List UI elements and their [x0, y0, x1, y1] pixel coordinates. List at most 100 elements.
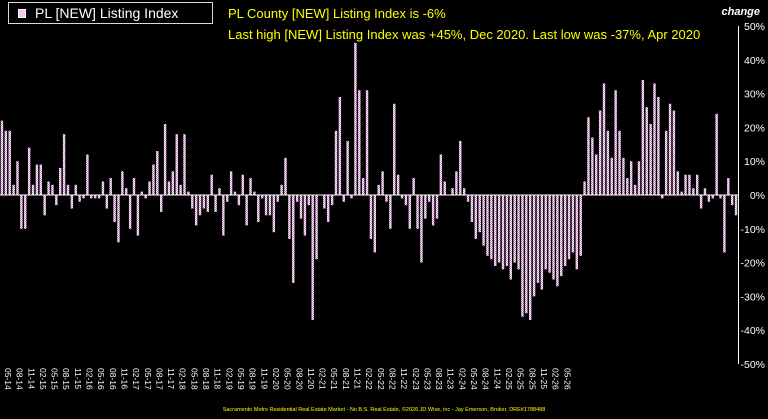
bar [474, 195, 478, 239]
bar [501, 195, 505, 270]
bar [719, 195, 722, 199]
bar [268, 195, 272, 216]
y-tick-label: 10% [744, 156, 765, 168]
x-tick-label: 08-17 [154, 368, 164, 390]
bar [159, 195, 163, 212]
axes-layer: 50% 40% 30% 20% 10% 0% -10% -20% -30% -40% -50% 05-… [0, 21, 765, 390]
bar [513, 195, 516, 263]
bar [288, 195, 291, 239]
bar [307, 195, 310, 206]
x-tick-label: 05-26 [562, 368, 572, 390]
bar [703, 188, 707, 195]
bar [226, 195, 229, 202]
bar [132, 178, 136, 195]
x-tick-label: 05-17 [143, 368, 153, 390]
x-tick-label: 05-25 [516, 368, 526, 390]
x-tick-label: 05-15 [50, 368, 60, 390]
bar [707, 195, 711, 202]
x-tick-label: 11-14 [26, 368, 36, 389]
bar [696, 174, 699, 195]
bar [350, 195, 353, 199]
bar [629, 161, 633, 195]
bar [78, 195, 81, 202]
bar [191, 195, 194, 209]
bar [672, 110, 676, 195]
bar [12, 184, 15, 195]
bar [303, 195, 307, 236]
bar [361, 178, 365, 195]
bar [734, 195, 738, 216]
bar [486, 195, 489, 256]
bar [198, 195, 202, 216]
x-tick-label: 02-17 [131, 368, 141, 390]
bar [24, 195, 27, 229]
bar [365, 90, 369, 195]
bar [699, 195, 703, 209]
bar [618, 130, 621, 195]
bar [389, 195, 392, 229]
x-tick-label: 02-22 [364, 368, 374, 390]
bar [420, 195, 423, 263]
x-tick-label: 11-23 [446, 368, 456, 389]
legend-swatch-icon [18, 9, 26, 18]
bar [27, 147, 31, 195]
bar [358, 90, 361, 195]
bar [354, 42, 357, 196]
x-tick-label: 08-25 [527, 368, 537, 390]
x-tick-label: 05-23 [422, 368, 432, 390]
bar [727, 178, 730, 195]
bar [393, 103, 396, 195]
bar [175, 134, 178, 195]
bar [684, 174, 687, 195]
bar [668, 103, 672, 195]
bar [653, 83, 656, 195]
bar [249, 178, 252, 195]
bar [51, 184, 54, 195]
x-tick-label: 08-24 [481, 368, 491, 390]
bar [661, 195, 664, 199]
bar [90, 195, 93, 199]
bar [194, 195, 198, 226]
headline-current: PL County [NEW] Listing Index is -6% [228, 6, 446, 21]
bar [439, 154, 443, 195]
footer-credit: Sacramento Metro Residential Real Estate… [222, 407, 546, 413]
bar [505, 195, 509, 266]
x-tick-label: 11-19 [259, 368, 269, 389]
bar [264, 195, 268, 216]
bar [435, 195, 439, 219]
x-tick-label: 05-16 [96, 368, 106, 390]
bar [140, 191, 143, 195]
bar [528, 195, 532, 321]
bar [20, 195, 23, 229]
bar [525, 195, 528, 314]
bar [148, 181, 151, 195]
bar [222, 195, 225, 236]
y-tick-label: -40% [740, 325, 765, 337]
bar [400, 195, 404, 199]
bar [381, 171, 384, 195]
x-tick-label: 02-20 [271, 368, 281, 390]
legend: PL [NEW] Listing Index [8, 2, 213, 24]
bar [55, 195, 58, 206]
bar [47, 181, 50, 195]
x-tick-label: 05-14 [3, 368, 13, 390]
bar [202, 195, 206, 209]
bar [595, 154, 598, 195]
bar [121, 171, 124, 195]
bar [327, 195, 330, 223]
bar [571, 195, 575, 253]
bar [214, 195, 217, 212]
bar [532, 195, 536, 297]
bar [284, 157, 287, 195]
x-tick-label: 08-20 [294, 368, 304, 390]
bar [482, 195, 485, 246]
bar [97, 195, 101, 199]
x-tick-label: 08-23 [434, 368, 444, 390]
bar [614, 90, 617, 195]
bar [711, 195, 714, 199]
y-axis-label: change [721, 6, 760, 18]
bar [466, 195, 470, 202]
x-tick-label: 11-22 [399, 368, 409, 389]
x-tick-label: 05-21 [329, 368, 339, 390]
bar [404, 195, 408, 206]
